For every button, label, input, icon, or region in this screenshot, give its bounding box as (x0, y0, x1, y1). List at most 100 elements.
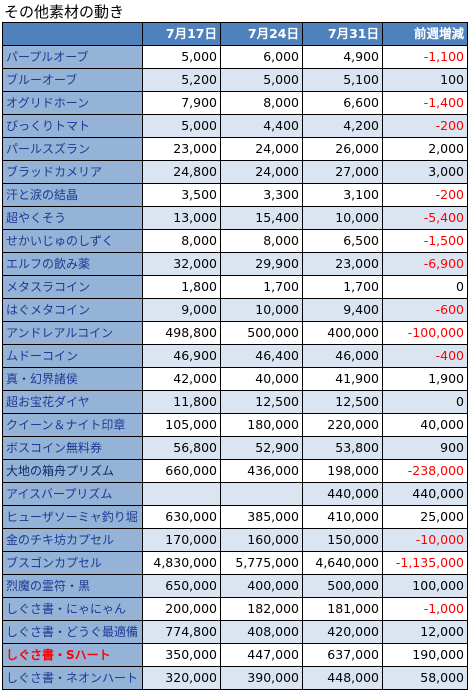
item-name: びっくりトマト (2, 114, 143, 138)
price-cell: 7,900 (142, 91, 221, 115)
price-cell: 24,000 (220, 137, 303, 161)
price-cell: 105,000 (142, 413, 221, 437)
price-cell: 4,200 (302, 114, 383, 138)
price-cell: 447,000 (220, 643, 303, 667)
price-cell: 220,000 (302, 413, 383, 437)
price-cell: 6,000 (220, 45, 303, 69)
price-cell: 448,000 (302, 666, 383, 690)
price-cell: 181,000 (302, 597, 383, 621)
item-name: 烈魔の霊符・黒 (2, 574, 143, 598)
weekly-change-cell: -200 (382, 114, 468, 138)
item-name: ブラッドカメリア (2, 160, 143, 184)
price-cell: 4,830,000 (142, 551, 221, 575)
weekly-change-cell: -1,000 (382, 597, 468, 621)
item-name: 大地の箱舟プリズム (2, 459, 143, 483)
table-row: メタスラコイン 1,800 1,700 1,700 0 (2, 275, 468, 299)
price-cell: 3,500 (142, 183, 221, 207)
price-cell: 5,775,000 (220, 551, 303, 575)
weekly-change-cell: -1,100 (382, 45, 468, 69)
item-name: ムドーコイン (2, 344, 143, 368)
header-week-1: 7月17日 (142, 22, 221, 46)
price-cell: 5,000 (142, 45, 221, 69)
price-cell: 12,500 (302, 390, 383, 414)
table-row: せかいじゅのしずく 8,000 8,000 6,500 -1,500 (2, 229, 468, 253)
price-cell: 150,000 (302, 528, 383, 552)
price-cell: 408,000 (220, 620, 303, 644)
item-name: 汗と涙の結晶 (2, 183, 143, 207)
price-cell: 630,000 (142, 505, 221, 529)
table-row: ブスゴンカプセル 4,830,000 5,775,000 4,640,000 -1,13… (2, 551, 468, 575)
item-name: パールスズラン (2, 137, 143, 161)
price-cell: 3,300 (220, 183, 303, 207)
item-name: メタスラコイン (2, 275, 143, 299)
table-row: ムドーコイン 46,900 46,400 46,000 -400 (2, 344, 468, 368)
price-cell: 400,000 (220, 574, 303, 598)
item-name: ブルーオーブ (2, 68, 143, 92)
price-cell: 13,000 (142, 206, 221, 230)
weekly-change-cell: 25,000 (382, 505, 468, 529)
item-name: しぐさ書・にゃにゃん (2, 597, 143, 621)
table-row: ボスコイン無料券 56,800 52,900 53,800 900 (2, 436, 468, 460)
price-cell: 26,000 (302, 137, 383, 161)
weekly-change-cell: 100,000 (382, 574, 468, 598)
table-row: エルフの飲み薬 32,000 29,900 23,000 -6,900 (2, 252, 468, 276)
item-name: エルフの飲み薬 (2, 252, 143, 276)
table-row: アンドレアルコイン 498,800 500,000 400,000 -100,000 (2, 321, 468, 345)
price-cell: 4,400 (220, 114, 303, 138)
price-cell: 46,000 (302, 344, 383, 368)
weekly-change-cell: -1,135,000 (382, 551, 468, 575)
price-cell: 29,900 (220, 252, 303, 276)
price-cell: 1,700 (302, 275, 383, 299)
table-row: クイーン＆ナイト印章 105,000 180,000 220,000 40,000 (2, 413, 468, 437)
weekly-change-cell: -1,500 (382, 229, 468, 253)
price-cell: 52,900 (220, 436, 303, 460)
weekly-change-cell: 40,000 (382, 413, 468, 437)
price-cell: 436,000 (220, 459, 303, 483)
table-row: しぐさ書・Sハート 350,000 447,000 637,000 190,000 (2, 643, 468, 667)
weekly-change-cell: 1,900 (382, 367, 468, 391)
header-row: 7月17日 7月24日 7月31日 前週増減 (2, 22, 468, 46)
price-cell: 1,800 (142, 275, 221, 299)
price-cell: 1,700 (220, 275, 303, 299)
price-cell: 500,000 (302, 574, 383, 598)
table-body: パープルオーブ 5,000 6,000 4,900 -1,100 ブルーオーブ 5,200 5… (2, 45, 468, 690)
price-cell: 774,800 (142, 620, 221, 644)
price-cell: 660,000 (142, 459, 221, 483)
table-row: 金のチキ坊カプセル 170,000 160,000 150,000 -10,000 (2, 528, 468, 552)
price-cell: 6,600 (302, 91, 383, 115)
price-cell (142, 482, 221, 506)
price-cell: 5,200 (142, 68, 221, 92)
price-cell: 182,000 (220, 597, 303, 621)
price-cell: 8,000 (220, 91, 303, 115)
table-row: ブラッドカメリア 24,800 24,000 27,000 3,000 (2, 160, 468, 184)
table-row: ブルーオーブ 5,200 5,000 5,100 100 (2, 68, 468, 92)
price-cell: 23,000 (142, 137, 221, 161)
price-cell: 420,000 (302, 620, 383, 644)
price-cell: 3,100 (302, 183, 383, 207)
weekly-change-cell: -100,000 (382, 321, 468, 345)
weekly-change-cell: -10,000 (382, 528, 468, 552)
price-cell: 9,000 (142, 298, 221, 322)
table-row: はぐメタコイン 9,000 10,000 9,400 -600 (2, 298, 468, 322)
item-name: アンドレアルコイン (2, 321, 143, 345)
price-cell: 11,800 (142, 390, 221, 414)
weekly-change-cell: -600 (382, 298, 468, 322)
item-name: ヒューザソーミャ釣り堀 (2, 505, 143, 529)
price-table: 7月17日 7月24日 7月31日 前週増減 パープルオーブ 5,000 6,000… (2, 22, 468, 690)
table-row: パールスズラン 23,000 24,000 26,000 2,000 (2, 137, 468, 161)
item-name: 超やくそう (2, 206, 143, 230)
price-cell: 650,000 (142, 574, 221, 598)
weekly-change-cell: 0 (382, 390, 468, 414)
item-name: オグリドホーン (2, 91, 143, 115)
table-row: 汗と涙の結晶 3,500 3,300 3,100 -200 (2, 183, 468, 207)
item-name: アイスバープリズム (2, 482, 143, 506)
price-cell: 24,800 (142, 160, 221, 184)
price-cell: 9,400 (302, 298, 383, 322)
table-row: ヒューザソーミャ釣り堀 630,000 385,000 410,000 25,000 (2, 505, 468, 529)
price-cell: 10,000 (220, 298, 303, 322)
weekly-change-cell: -238,000 (382, 459, 468, 483)
weekly-change-cell: -1,400 (382, 91, 468, 115)
price-cell: 200,000 (142, 597, 221, 621)
weekly-change-cell: -5,400 (382, 206, 468, 230)
header-week-2: 7月24日 (220, 22, 303, 46)
